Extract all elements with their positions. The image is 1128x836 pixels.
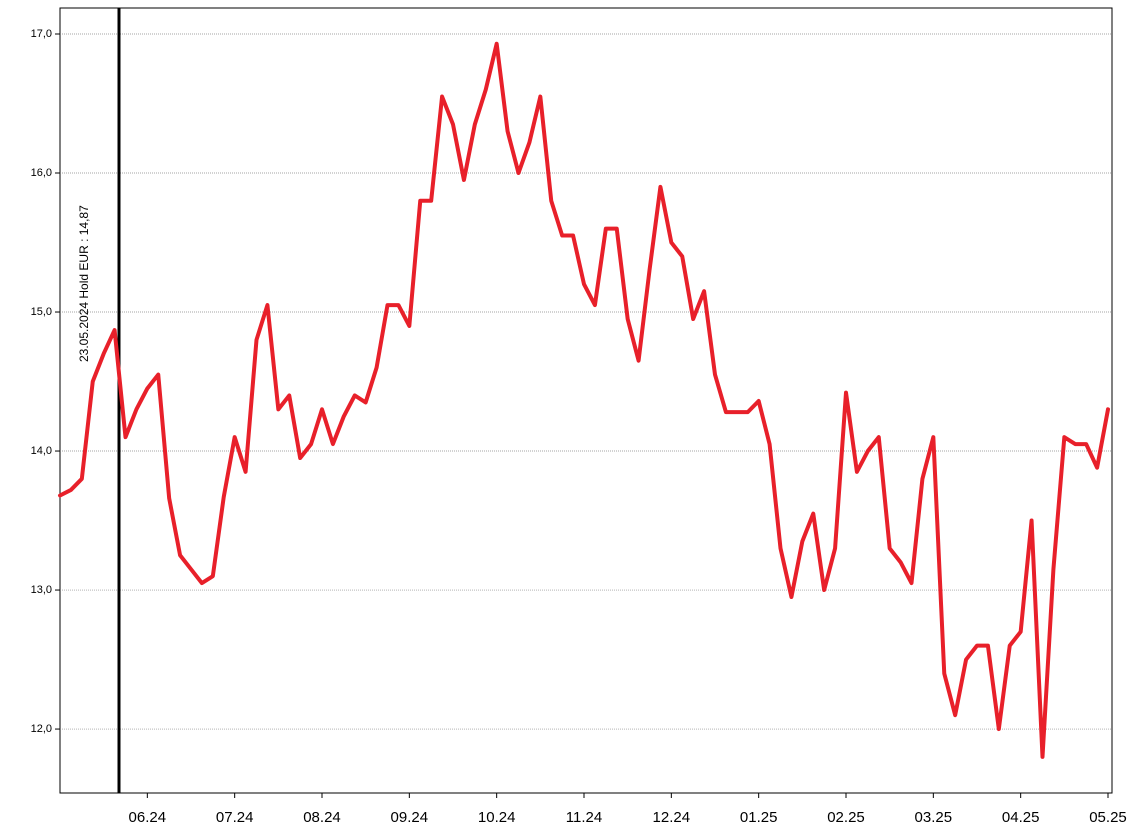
x-tick-label: 03.25 [915,809,953,826]
x-tick-label: 02.25 [827,809,865,826]
x-tick-label: 04.25 [1002,809,1040,826]
x-tick-label: 10.24 [478,809,516,826]
x-tick-label: 12.24 [653,809,691,826]
y-tick-label: 17,0 [31,28,52,40]
x-tick-label: 05.25 [1089,809,1127,826]
y-tick-label: 15,0 [31,306,52,318]
x-tick-label: 08.24 [303,809,341,826]
y-tick-label: 12,0 [31,723,52,735]
y-tick-label: 16,0 [31,167,52,179]
x-tick-label: 07.24 [216,809,254,826]
x-tick-label: 11.24 [566,809,602,826]
x-tick-label: 01.25 [740,809,778,826]
x-tick-label: 09.24 [391,809,429,826]
data-line [58,41,1110,759]
x-tick-label: 06.24 [129,809,167,826]
plot-area [59,7,1113,794]
annotation: 23.05.2024 Hold EUR : 14,87 [77,205,91,362]
y-tick-label: 14,0 [31,445,52,457]
y-tick-label: 13,0 [31,584,52,596]
